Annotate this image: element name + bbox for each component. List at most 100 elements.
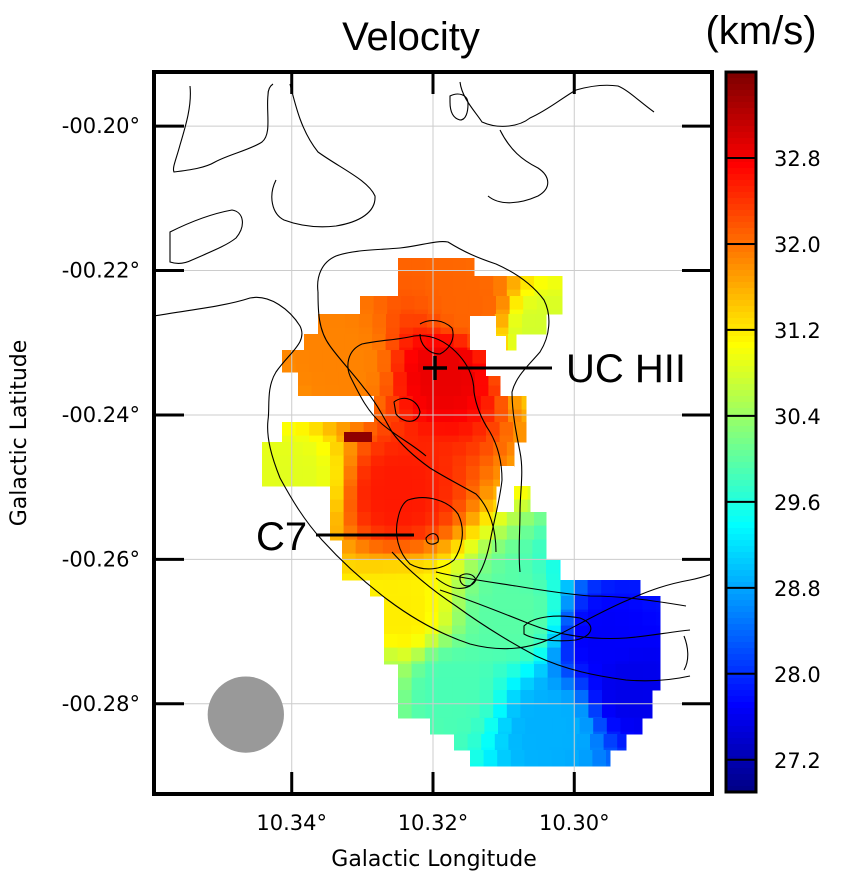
velocity-pixel-814 <box>603 747 618 751</box>
velocity-pixel-427 <box>369 553 384 561</box>
velocity-pixel-543 <box>492 609 507 613</box>
colorbar-swatch-24 <box>726 216 756 223</box>
velocity-pixel-423 <box>518 540 533 555</box>
velocity-pixel-419 <box>464 540 479 555</box>
velocity-pixel-393 <box>534 525 547 540</box>
velocity-pixel-126 <box>412 347 427 351</box>
colorbar-swatch-107 <box>726 714 756 721</box>
velocity-pixel-19 <box>493 276 508 291</box>
velocity-pixel-696 <box>602 677 617 691</box>
velocity-pixel-697 <box>615 677 630 691</box>
velocity-pixel-760 <box>457 718 472 733</box>
velocity-pixel-298 <box>289 466 304 481</box>
colorbar-swatch-81 <box>726 558 756 565</box>
velocity-pixel-460 <box>382 573 397 581</box>
velocity-pixel-285 <box>370 455 385 467</box>
velocity-pixel-25 <box>398 289 413 297</box>
velocity-pixel-836 <box>592 763 607 767</box>
velocity-pixel-626 <box>479 647 494 662</box>
velocity-pixel-351 <box>384 499 399 513</box>
velocity-pixel-581 <box>438 625 453 635</box>
velocity-pixel-102 <box>304 334 319 349</box>
colorbar-swatch-34 <box>726 276 756 283</box>
velocity-pixel-677 <box>615 664 630 679</box>
velocity-pixel-6 <box>398 271 413 277</box>
velocity-pixel-232 <box>418 422 433 437</box>
velocity-pixel-138 <box>336 350 351 365</box>
colorbar-swatch-52 <box>726 384 756 391</box>
velocity-pixel-759 <box>443 718 458 733</box>
velocity-peak-pixel <box>344 432 372 442</box>
velocity-pixel-120 <box>331 347 346 351</box>
velocity-pixel-574 <box>628 612 643 627</box>
velocity-pixel-530 <box>601 596 616 611</box>
velocity-pixel-187 <box>352 385 367 397</box>
velocity-pixel-103 <box>317 334 332 349</box>
velocity-pixel-703 <box>425 690 440 705</box>
colorbar-swatch-1 <box>726 78 756 85</box>
velocity-pixel-538 <box>424 609 439 613</box>
velocity-pixel-679 <box>642 664 657 679</box>
velocity-pixel-373 <box>479 512 494 527</box>
velocity-pixel-2 <box>425 258 440 273</box>
velocity-pixel-121 <box>344 347 359 351</box>
velocity-pixel-429 <box>396 553 411 561</box>
velocity-pixel-346 <box>527 486 531 501</box>
velocity-pixel-48 <box>496 296 511 311</box>
velocity-pixel-491 <box>601 580 616 595</box>
velocity-pixel-87 <box>345 327 360 335</box>
colorbar-swatch-27 <box>726 234 756 241</box>
velocity-pixel-826 <box>606 750 611 765</box>
velocity-pixel-710 <box>520 690 535 705</box>
velocity-pixel-325 <box>411 479 426 487</box>
colorbar-tick-label-2: 28.8 <box>774 577 821 601</box>
colorbar-unit-label: (km/s) <box>705 9 816 53</box>
velocity-pixel-172 <box>352 372 367 387</box>
velocity-pixel-174 <box>379 372 394 387</box>
velocity-pixel-75 <box>413 314 428 329</box>
velocity-pixel-594 <box>615 625 630 635</box>
colorbar-swatch-50 <box>726 372 756 379</box>
velocity-pixel-604 <box>465 634 480 649</box>
velocity-pixel-274 <box>479 442 494 457</box>
velocity-pixel-723 <box>438 703 453 718</box>
velocity-pixel-135 <box>295 350 310 365</box>
velocity-pixel-802 <box>617 734 627 749</box>
velocity-pixel-500 <box>451 593 466 597</box>
velocity-pixel-772 <box>620 718 635 733</box>
velocity-pixel-451 <box>491 560 506 575</box>
velocity-pixel-475 <box>383 580 398 595</box>
velocity-pixel-448 <box>450 560 465 575</box>
velocity-pixel-20 <box>506 276 521 291</box>
colorbar-swatch-47 <box>726 354 756 361</box>
velocity-pixel-798 <box>562 734 577 749</box>
colorbar-tick-label-3: 29.6 <box>774 491 821 515</box>
velocity-pixel-777 <box>470 731 485 735</box>
colorbar-swatch-43 <box>726 330 756 337</box>
x-axis-label: Galactic Longitude <box>331 847 536 872</box>
velocity-pixel-528 <box>574 596 589 611</box>
velocity-pixel-318 <box>316 479 331 487</box>
velocity-pixel-454 <box>532 560 547 575</box>
y-tick-label-3: -00.26° <box>62 547 140 571</box>
velocity-pixel-472 <box>546 573 561 581</box>
velocity-pixel-53 <box>360 309 375 315</box>
velocity-pixel-154 <box>322 363 337 373</box>
velocity-pixel-369 <box>425 512 440 527</box>
colorbar-swatch-108 <box>726 720 756 727</box>
annotations: UC HII C7 <box>256 347 686 559</box>
velocity-pixel-222 <box>282 422 297 437</box>
velocity-pixel-593 <box>601 625 616 635</box>
velocity-pixel-430 <box>410 553 425 561</box>
velocity-pixel-527 <box>560 596 575 611</box>
velocity-pixel-104 <box>331 334 346 349</box>
velocity-pixel-758 <box>430 718 445 733</box>
velocity-pixel-776 <box>457 731 472 735</box>
velocity-pixel-56 <box>400 309 415 315</box>
velocity-pixel-337 <box>398 486 413 501</box>
velocity-pixel-332 <box>330 486 345 501</box>
velocity-pixel-378 <box>330 525 345 540</box>
velocity-pixel-403 <box>452 539 467 541</box>
velocity-pixel-371 <box>452 512 467 527</box>
